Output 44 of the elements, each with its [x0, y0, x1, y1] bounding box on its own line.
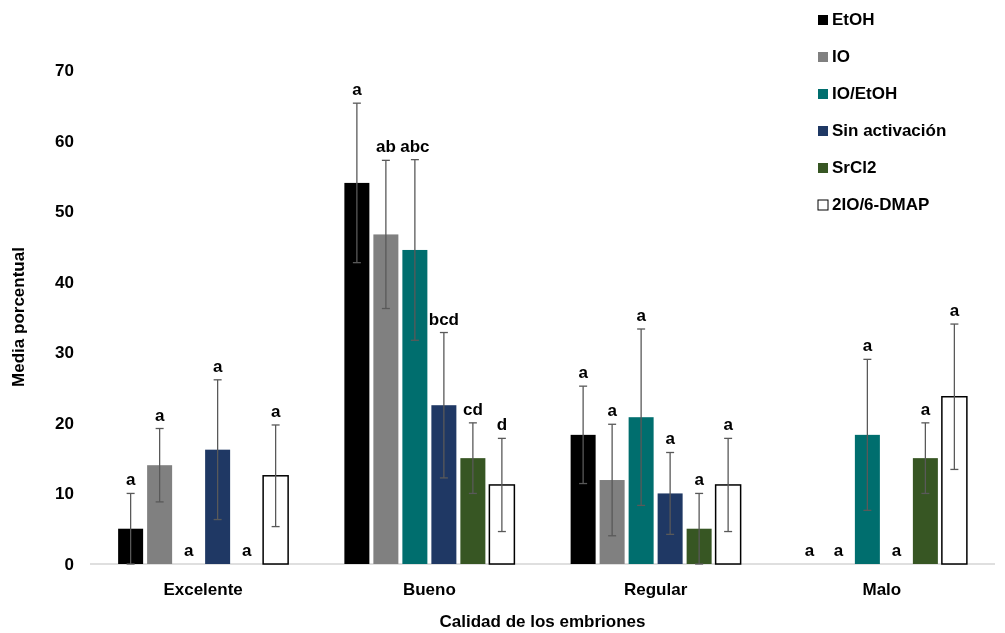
annotation: a: [125, 470, 136, 490]
legend-label: IO: [832, 47, 850, 66]
legend-label: 2IO/6-DMAP: [832, 195, 930, 214]
annotation: a: [212, 356, 223, 376]
y-tick-label: 40: [55, 272, 74, 292]
x-axis-title: Calidad de los embriones: [439, 612, 646, 631]
annotation: a: [270, 401, 281, 421]
annotation: a: [352, 80, 363, 100]
annotation: a: [636, 306, 647, 325]
annotation: a: [578, 363, 589, 383]
annotation: a: [154, 405, 165, 425]
annotation: a: [241, 541, 252, 560]
annotation: bcd: [428, 309, 459, 329]
x-tick-label: Regular: [623, 580, 688, 599]
y-tick-label: 20: [55, 413, 74, 433]
annotation: a: [833, 541, 844, 560]
annotation: a: [183, 541, 194, 560]
annotation: a: [723, 415, 734, 435]
annotation: abc: [400, 136, 430, 156]
y-axis-title: Media porcentual: [9, 247, 28, 387]
y-tick-label: 30: [55, 343, 74, 363]
annotation: d: [496, 415, 508, 435]
annotation: a: [920, 399, 931, 419]
legend-label: SrCl2: [832, 158, 877, 177]
annotation: ab: [375, 137, 396, 157]
y-tick-label: 70: [55, 60, 74, 80]
y-tick-label: 50: [55, 202, 74, 222]
y-tick-label: 0: [64, 554, 74, 574]
y-tick-label: 10: [55, 484, 74, 504]
legend-label: IO/EtOH: [832, 84, 898, 103]
x-tick-label: Excelente: [163, 580, 243, 599]
annotation: cd: [462, 399, 483, 419]
legend-label: EtOH: [832, 10, 875, 29]
x-tick-label: Bueno: [402, 580, 456, 599]
annotation: a: [607, 401, 618, 421]
legend-label: Sin activación: [832, 121, 947, 140]
x-tick-label: Malo: [862, 580, 902, 599]
annotation: a: [891, 541, 902, 560]
annotation: a: [804, 541, 815, 560]
annotation: a: [862, 336, 873, 356]
y-tick-label: 60: [55, 131, 74, 151]
annotation: a: [665, 429, 676, 449]
annotation: a: [694, 470, 705, 490]
annotation: a: [949, 301, 960, 321]
